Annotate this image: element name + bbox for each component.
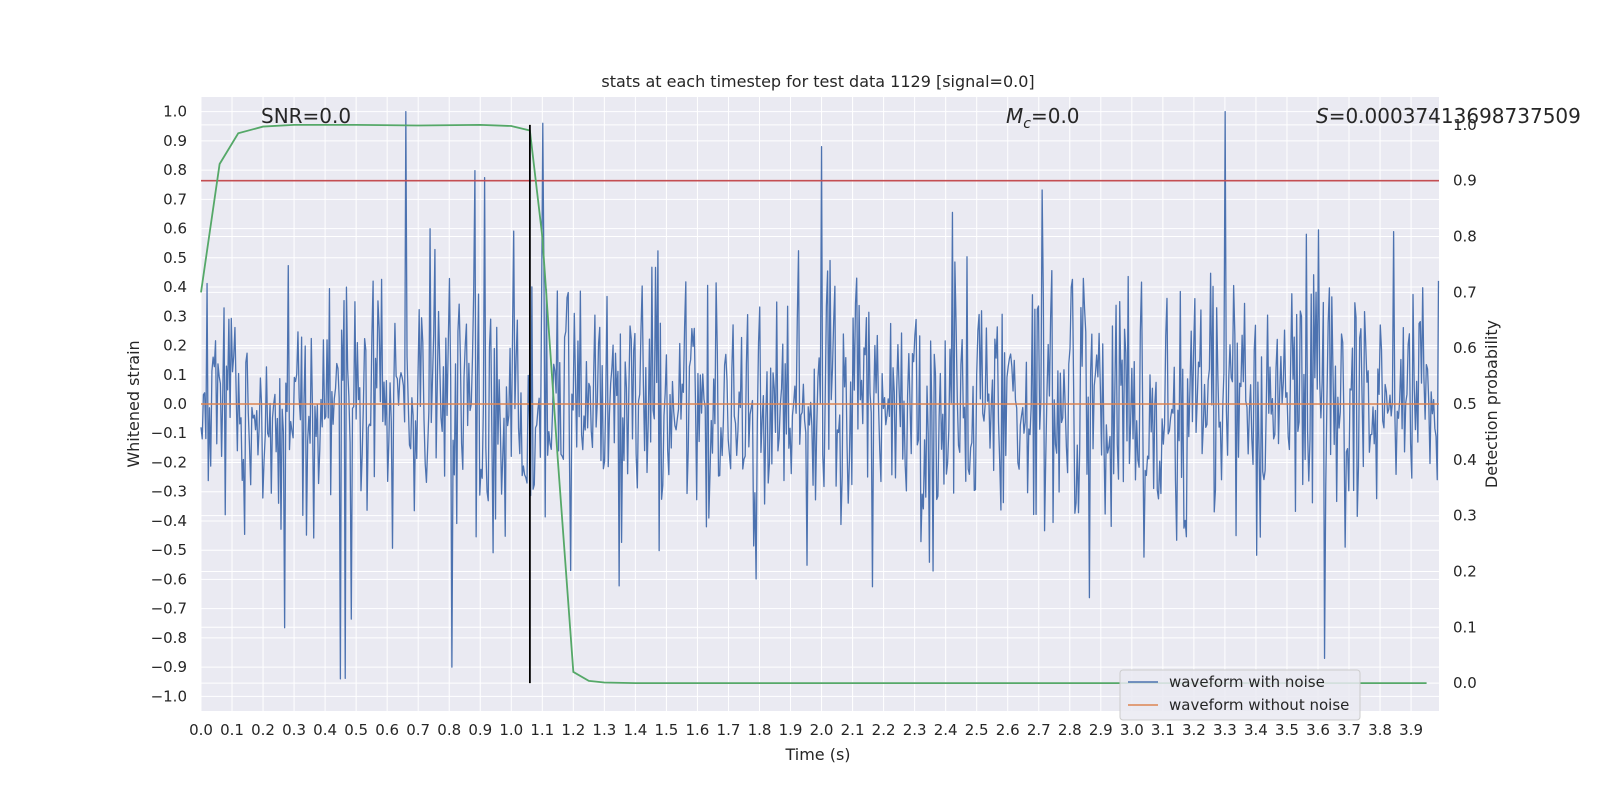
x-tick-label: 1.5 [654, 721, 678, 739]
legend-label-with-noise: waveform with noise [1169, 673, 1325, 691]
y-tick-label: 0.3 [163, 307, 187, 325]
y2-tick-label: 0.5 [1453, 395, 1477, 413]
x-tick-label: 2.0 [810, 721, 834, 739]
x-tick-label: 2.4 [934, 721, 958, 739]
x-tick-label: 1.8 [748, 721, 772, 739]
y-tick-label: 0.9 [163, 132, 187, 150]
x-tick-label: 0.6 [375, 721, 399, 739]
y2-axis-ticks: 1.0 0.9 0.8 0.7 0.6 0.5 0.4 0.3 0.2 0.1 0.0 [1453, 116, 1477, 692]
chart-title: stats at each timestep for test data 112… [601, 72, 1034, 91]
x-tick-label: 3.3 [1213, 721, 1237, 739]
y2-tick-label: 0.8 [1453, 228, 1477, 246]
x-tick-label: 3.2 [1182, 721, 1206, 739]
y2-tick-label: 0.9 [1453, 172, 1477, 190]
detection-probability-series [200, 124, 1427, 684]
y-tick-label: 0.7 [163, 190, 187, 208]
x-tick-label: 0.9 [468, 721, 492, 739]
y2-tick-label: 0.3 [1453, 507, 1477, 525]
y-tick-label: 0.2 [163, 337, 187, 355]
x-tick-label: 1.2 [561, 721, 585, 739]
y2-tick-label: 1.0 [1453, 116, 1477, 134]
y-tick-label: 0.0 [163, 395, 187, 413]
x-tick-label: 2.7 [1027, 721, 1051, 739]
y-tick-label: −0.3 [151, 483, 187, 501]
y-tick-label: −0.5 [151, 541, 187, 559]
x-tick-label: 3.8 [1368, 721, 1392, 739]
legend-box [1119, 669, 1361, 721]
x-tick-label: 3.6 [1306, 721, 1330, 739]
x-tick-label: 1.7 [717, 721, 741, 739]
mc-value: =0.0 [1031, 104, 1080, 128]
x-tick-label: 0.5 [344, 721, 368, 739]
y2-axis-label: Detection probability [1482, 320, 1501, 488]
y-tick-label: −0.9 [151, 658, 187, 676]
y2-tick-label: 0.0 [1453, 674, 1477, 692]
y2-tick-label: 0.4 [1453, 451, 1477, 469]
y2-tick-label: 0.6 [1453, 339, 1477, 357]
mc-annotation: Mc=0.0 [1006, 104, 1080, 132]
y-axis-ticks: 1.0 0.9 0.8 0.7 0.6 0.5 0.4 0.3 0.2 0.1 0.0 −0.1 −0.… [151, 103, 187, 706]
legend: waveform with noise waveform without noi… [1119, 669, 1361, 721]
waveform-with-noise-series [200, 110, 1440, 680]
y-tick-label: 0.6 [163, 220, 187, 238]
y-tick-label: 0.8 [163, 161, 187, 179]
y-tick-label: −0.6 [151, 570, 187, 588]
y2-tick-label: 0.7 [1453, 283, 1477, 301]
y-tick-label: 0.5 [163, 249, 187, 267]
detection-probability-line [200, 124, 1427, 684]
y2-tick-label: 0.1 [1453, 618, 1477, 636]
x-axis-ticks: 0.0 0.1 0.2 0.3 0.4 0.5 0.6 0.7 0.8 0.9 1.0 1.1 1.2 1… [189, 721, 1423, 739]
y-tick-label: −0.4 [151, 512, 187, 530]
y-axis-label: Whitened strain [124, 340, 143, 467]
mc-symbol: M [1006, 104, 1023, 128]
x-tick-label: 3.1 [1151, 721, 1175, 739]
y-tick-label: 1.0 [163, 103, 187, 121]
x-tick-label: 1.1 [530, 721, 554, 739]
x-tick-label: 3.4 [1244, 721, 1268, 739]
x-tick-label: 2.5 [965, 721, 989, 739]
x-tick-label: 1.4 [623, 721, 647, 739]
waveform-with-noise-line [200, 110, 1440, 680]
x-tick-label: 0.4 [313, 721, 337, 739]
x-tick-label: 2.9 [1089, 721, 1113, 739]
x-tick-label: 0.0 [189, 721, 213, 739]
mc-subscript: c [1023, 116, 1031, 132]
x-tick-label: 1.0 [499, 721, 523, 739]
x-tick-label: 1.3 [592, 721, 616, 739]
legend-label-without-noise: waveform without noise [1169, 696, 1349, 714]
s-symbol: S [1316, 104, 1329, 128]
x-tick-label: 3.7 [1337, 721, 1361, 739]
x-tick-label: 0.1 [220, 721, 244, 739]
x-tick-label: 1.6 [686, 721, 710, 739]
s-annotation: S=0.00037413698737509 [1316, 104, 1581, 128]
x-tick-label: 3.5 [1275, 721, 1299, 739]
x-tick-label: 2.3 [903, 721, 927, 739]
x-tick-label: 0.3 [282, 721, 306, 739]
y-tick-label: −0.7 [151, 600, 187, 618]
x-axis-label: Time (s) [784, 745, 850, 764]
y-tick-label: −0.8 [151, 629, 187, 647]
x-tick-label: 3.9 [1399, 721, 1423, 739]
x-tick-label: 0.2 [251, 721, 275, 739]
x-tick-label: 2.1 [841, 721, 865, 739]
x-tick-label: 1.9 [779, 721, 803, 739]
y-tick-label: −0.1 [151, 424, 187, 442]
x-tick-label: 2.2 [872, 721, 896, 739]
s-value: =0.00037413698737509 [1329, 104, 1581, 128]
y-tick-label: 0.1 [163, 366, 187, 384]
x-tick-label: 0.8 [437, 721, 461, 739]
x-tick-label: 2.8 [1058, 721, 1082, 739]
x-tick-label: 3.0 [1120, 721, 1144, 739]
x-tick-label: 2.6 [996, 721, 1020, 739]
y-tick-label: −1.0 [151, 687, 187, 705]
x-tick-label: 0.7 [406, 721, 430, 739]
y2-tick-label: 0.2 [1453, 562, 1477, 580]
snr-annotation: SNR=0.0 [261, 104, 351, 128]
y-tick-label: 0.4 [163, 278, 187, 296]
y-tick-label: −0.2 [151, 453, 187, 471]
